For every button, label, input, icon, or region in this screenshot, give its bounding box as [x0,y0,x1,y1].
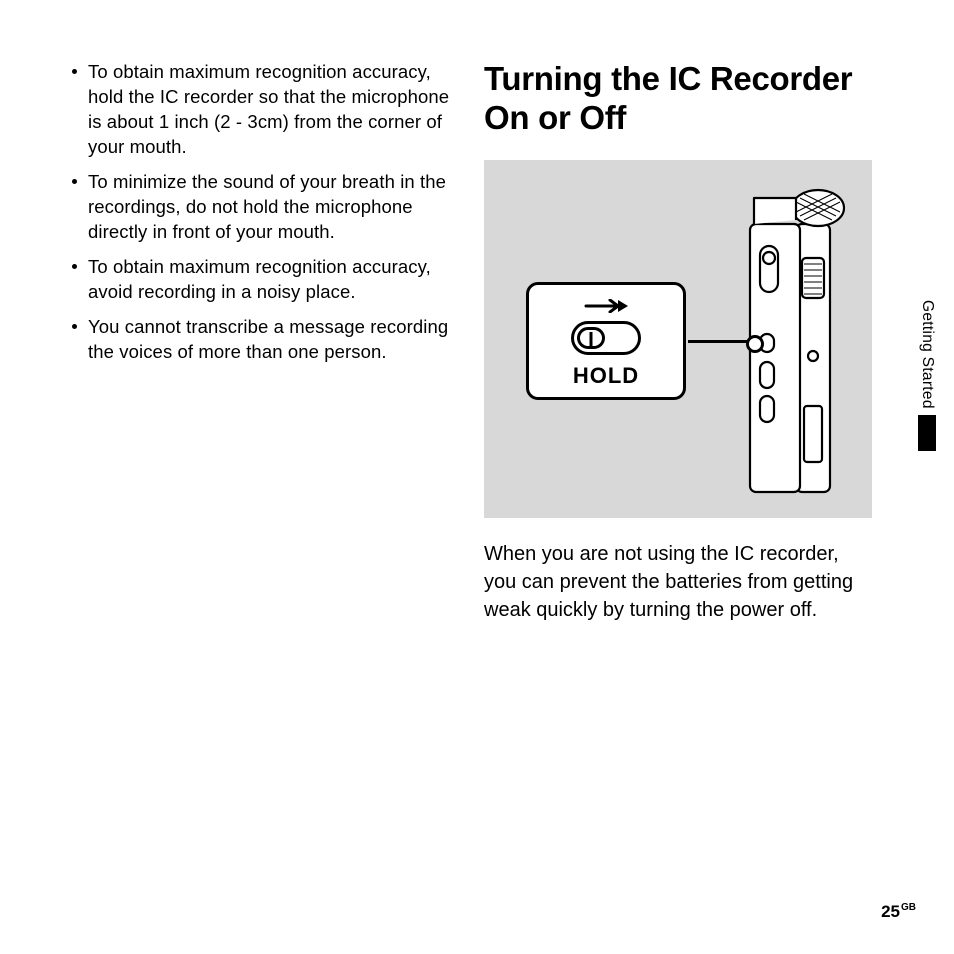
chapter-tab-label: Getting Started [918,300,936,409]
chapter-tab: Getting Started [918,300,936,451]
section-body: When you are not using the IC recorder, … [484,540,872,624]
hold-switch-icon [571,321,641,355]
tip-item: To obtain maximum recognition accuracy, … [68,255,454,305]
callout-leader-line [688,340,758,343]
page-number: 25GB [881,902,916,922]
switch-knob-icon [577,327,605,349]
hold-label: HOLD [529,363,683,389]
tips-list: To obtain maximum recognition accuracy, … [68,60,454,365]
section-title: Turning the IC Recorder On or Off [484,60,872,138]
arrow-right-icon [584,299,628,318]
hold-switch-figure: HOLD [484,160,872,518]
tip-item: To minimize the sound of your breath in … [68,170,454,245]
manual-page: To obtain maximum recognition accuracy, … [0,0,954,954]
page-number-suffix: GB [901,902,916,913]
page-number-value: 25 [881,902,900,921]
tip-item: You cannot transcribe a message recordin… [68,315,454,365]
chapter-tab-marker [918,415,936,451]
tip-item: To obtain maximum recognition accuracy, … [68,60,454,160]
hold-switch-callout: HOLD [526,282,686,400]
left-column: To obtain maximum recognition accuracy, … [68,60,454,375]
right-column: Turning the IC Recorder On or Off [484,60,872,624]
